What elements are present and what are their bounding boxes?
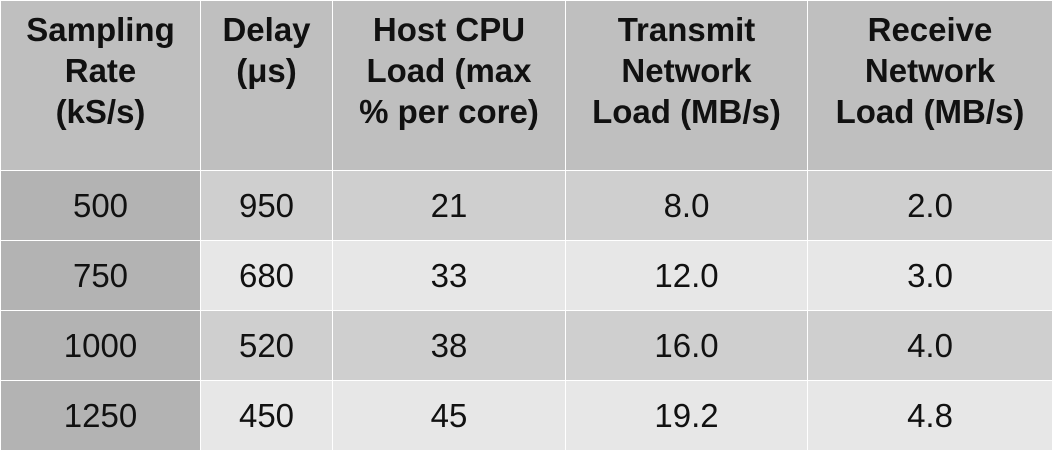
header-cell: Delay (μs) bbox=[200, 0, 333, 171]
table-cell: 950 bbox=[200, 170, 333, 241]
table-cell: 1250 bbox=[0, 380, 201, 451]
table-cell: 1000 bbox=[0, 310, 201, 381]
header-line: Network bbox=[621, 52, 752, 89]
header-cell: Receive Network Load (MB/s) bbox=[807, 0, 1052, 171]
table-cell: 33 bbox=[332, 240, 566, 311]
header-line: Load (MB/s) bbox=[592, 93, 781, 130]
table-cell: 12.0 bbox=[565, 240, 808, 311]
table-cell: 500 bbox=[0, 170, 201, 241]
header-line: Transmit bbox=[617, 11, 756, 48]
table-cell: 19.2 bbox=[565, 380, 808, 451]
table-cell: 4.0 bbox=[807, 310, 1052, 381]
header-cell: Host CPU Load (max % per core) bbox=[332, 0, 566, 171]
table-cell: 45 bbox=[332, 380, 566, 451]
table-row: 500 950 21 8.0 2.0 bbox=[0, 170, 1052, 241]
header-line: Load (MB/s) bbox=[835, 93, 1025, 130]
header-row: Sampling Rate (kS/s) Delay (μs) Host CPU Load … bbox=[0, 0, 1052, 171]
table-body: 500 950 21 8.0 2.0 750 680 33 12.0 3.0 1000 520 38 16… bbox=[0, 170, 1052, 451]
header-line: % per core) bbox=[359, 93, 539, 130]
table-cell: 2.0 bbox=[807, 170, 1052, 241]
table-cell: 750 bbox=[0, 240, 201, 311]
table-cell: 3.0 bbox=[807, 240, 1052, 311]
table-row: 750 680 33 12.0 3.0 bbox=[0, 240, 1052, 311]
header-line: Load (max bbox=[366, 52, 532, 89]
header-cell: Sampling Rate (kS/s) bbox=[0, 0, 201, 171]
table-cell: 4.8 bbox=[807, 380, 1052, 451]
header-line: Rate bbox=[64, 52, 137, 89]
table-cell: 680 bbox=[200, 240, 333, 311]
header-line: Sampling bbox=[26, 11, 175, 48]
header-line: (μs) bbox=[236, 52, 297, 89]
table-cell: 16.0 bbox=[565, 310, 808, 381]
header-line: Host CPU bbox=[372, 11, 526, 48]
table-row: 1250 450 45 19.2 4.8 bbox=[0, 380, 1052, 451]
header-cell: Transmit Network Load (MB/s) bbox=[565, 0, 808, 171]
header-line: Network bbox=[864, 52, 996, 89]
header-line: Receive bbox=[867, 11, 993, 48]
header-line: Delay bbox=[222, 11, 311, 48]
table-cell: 450 bbox=[200, 380, 333, 451]
table-row: 1000 520 38 16.0 4.0 bbox=[0, 310, 1052, 381]
table-cell: 8.0 bbox=[565, 170, 808, 241]
table-cell: 38 bbox=[332, 310, 566, 381]
table-cell: 520 bbox=[200, 310, 333, 381]
table-cell: 21 bbox=[332, 170, 566, 241]
header-line: (kS/s) bbox=[55, 93, 146, 130]
